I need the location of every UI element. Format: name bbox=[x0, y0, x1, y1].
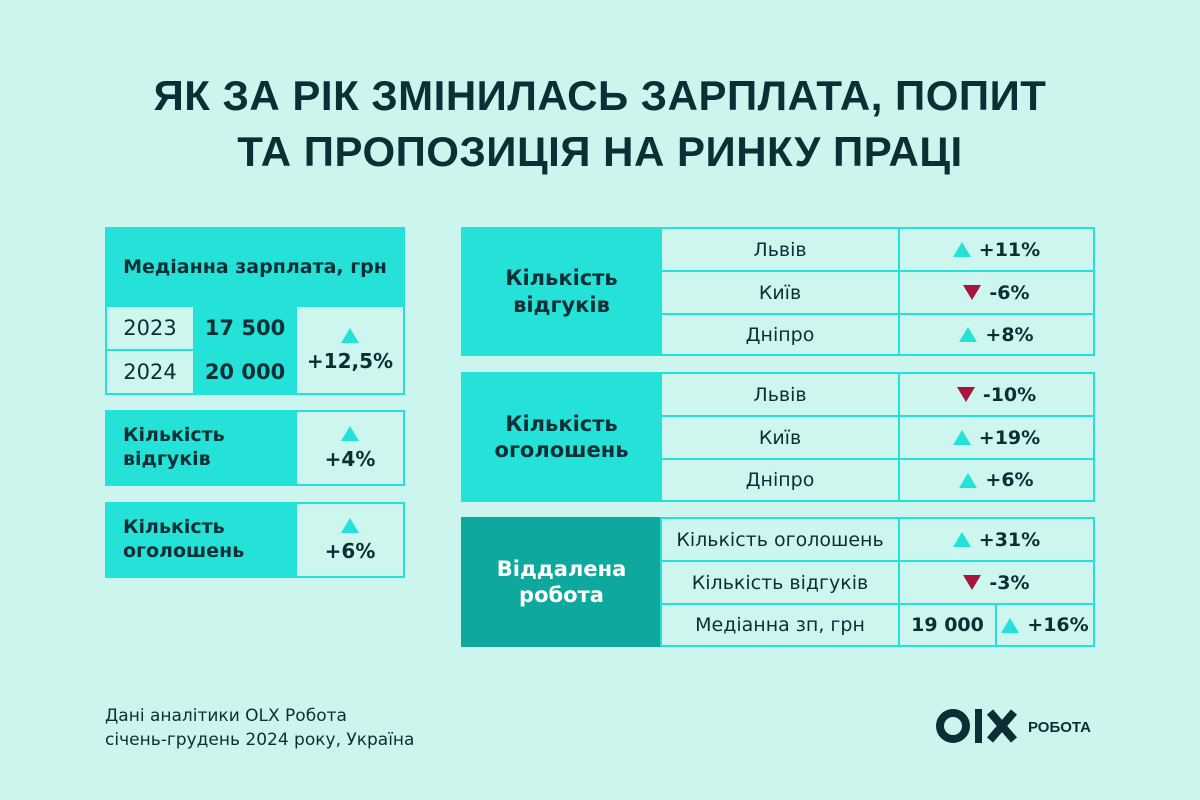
change: +4% bbox=[324, 446, 376, 471]
change-cell: +19% bbox=[898, 415, 1095, 460]
change: -10% bbox=[982, 383, 1037, 406]
up-arrow bbox=[952, 430, 971, 445]
up-arrow bbox=[952, 242, 971, 257]
change-cell: +4% bbox=[295, 410, 405, 486]
city: Київ bbox=[660, 415, 900, 460]
footer-note: Дані аналітики OLX Робота bbox=[105, 706, 347, 726]
down-arrow bbox=[956, 387, 975, 402]
salary-header: Медіанна зарплата, грн bbox=[105, 227, 405, 307]
city: Дніпро bbox=[660, 313, 900, 356]
footer-note: січень-грудень 2024 року, Україна bbox=[105, 730, 415, 750]
metric: Медіанна зп, грн bbox=[660, 603, 900, 647]
change-cell: +11% bbox=[898, 227, 1095, 272]
city: Дніпро bbox=[660, 458, 900, 502]
change-cell: +12,5% bbox=[295, 305, 405, 395]
title-line: ЯК ЗА РІК ЗМІНИЛАСЬ ЗАРПЛАТА, ПОПИТ bbox=[153, 72, 1047, 119]
region-label: Кількість відгуків bbox=[461, 227, 662, 356]
change: -6% bbox=[989, 281, 1030, 304]
change: +6% bbox=[985, 469, 1034, 491]
change-cell: +6% bbox=[295, 502, 405, 578]
up-arrow bbox=[341, 327, 359, 343]
change: +11% bbox=[978, 238, 1041, 261]
salary-value: 17 500 bbox=[193, 305, 297, 351]
logo-shape bbox=[975, 709, 982, 743]
logo-shape bbox=[986, 709, 1018, 743]
up-arrow bbox=[341, 425, 359, 441]
change: +8% bbox=[985, 323, 1034, 346]
change: +19% bbox=[978, 426, 1041, 449]
up-arrow bbox=[341, 517, 359, 533]
logo-text: РОБОТА bbox=[1028, 719, 1091, 736]
down-arrow bbox=[963, 285, 982, 300]
change-cell: +31% bbox=[898, 517, 1095, 562]
year: 2023 bbox=[105, 305, 195, 351]
salary-value: 20 000 bbox=[193, 349, 297, 395]
remote-value: 19 000 bbox=[898, 603, 997, 647]
city: Львів bbox=[660, 227, 900, 272]
city: Львів bbox=[660, 372, 900, 417]
remote-label: Віддалена робота bbox=[461, 517, 662, 647]
change-cell: -10% bbox=[898, 372, 1095, 417]
metric: Кількість оголошень bbox=[660, 517, 900, 562]
up-arrow bbox=[1001, 617, 1020, 633]
change-cell: -6% bbox=[898, 270, 1095, 315]
city: Київ bbox=[660, 270, 900, 315]
change-cell: +16% bbox=[995, 603, 1095, 647]
change-cell: +8% bbox=[898, 313, 1095, 356]
change: +16% bbox=[1027, 614, 1089, 636]
metric: Кількість відгуків bbox=[660, 560, 900, 605]
change-cell: -3% bbox=[898, 560, 1095, 605]
change-cell: +6% bbox=[898, 458, 1095, 502]
down-arrow bbox=[963, 575, 982, 590]
logo-shape bbox=[936, 709, 970, 743]
change: +6% bbox=[324, 538, 376, 563]
logo: РОБОТА bbox=[936, 709, 1091, 743]
change: -3% bbox=[989, 571, 1030, 594]
up-arrow bbox=[959, 327, 978, 342]
summary-label: Кількість оголошень bbox=[105, 502, 297, 578]
up-arrow bbox=[959, 472, 978, 488]
change: +12,5% bbox=[306, 348, 394, 373]
change: +31% bbox=[978, 528, 1041, 551]
region-label: Кількість оголошень bbox=[461, 372, 662, 502]
up-arrow bbox=[952, 532, 971, 547]
summary-label: Кількість відгуків bbox=[105, 410, 297, 486]
year: 2024 bbox=[105, 349, 195, 395]
title-line: ТА ПРОПОЗИЦІЯ НА РИНКУ ПРАЦІ bbox=[237, 128, 963, 175]
